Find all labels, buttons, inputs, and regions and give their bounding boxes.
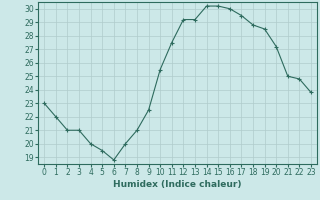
X-axis label: Humidex (Indice chaleur): Humidex (Indice chaleur) xyxy=(113,180,242,189)
